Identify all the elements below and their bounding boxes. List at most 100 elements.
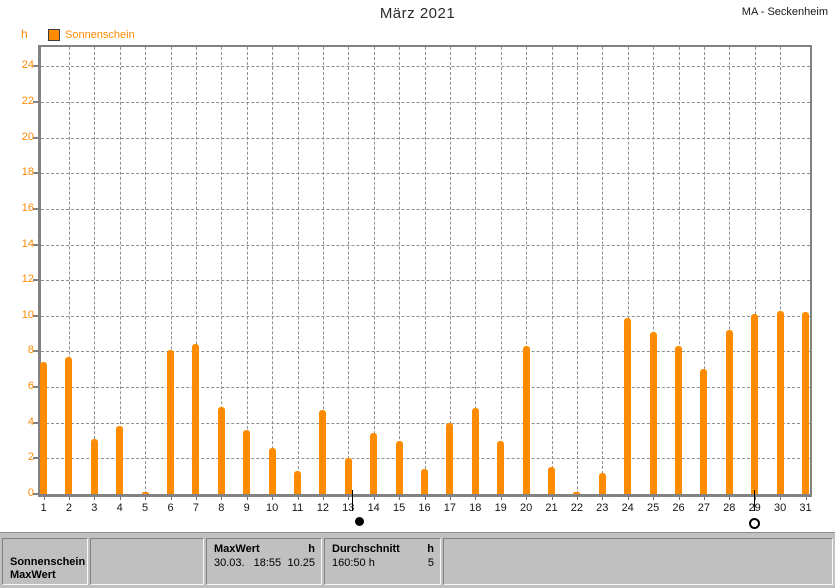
gridline-h-14 <box>41 244 810 246</box>
x-tick-label-31: 31 <box>799 502 812 514</box>
y-tick-label-2: 2 <box>27 451 34 464</box>
gridline-v-24 <box>627 47 629 494</box>
x-tick-5 <box>145 497 147 500</box>
gridline-v-4 <box>119 47 121 494</box>
x-tick-28 <box>729 497 731 500</box>
x-tick-label-7: 7 <box>192 502 199 514</box>
x-tick-12 <box>322 497 324 500</box>
gridline-h-6 <box>41 387 810 389</box>
legend-label: Sonnenschein <box>65 29 135 41</box>
x-tick-7 <box>195 497 197 500</box>
gridline-v-16 <box>424 47 426 494</box>
x-tick-label-10: 10 <box>265 502 279 514</box>
x-axis-line <box>38 494 812 497</box>
page-title: März 2021 <box>379 5 456 22</box>
y-tick-label-10: 10 <box>21 308 34 321</box>
x-tick-label-9: 9 <box>243 502 250 514</box>
new-moon-tick <box>352 490 354 511</box>
plot-frame-right <box>810 45 812 497</box>
gridline-v-5 <box>145 47 147 494</box>
x-tick-30 <box>780 497 782 500</box>
gridline-v-8 <box>221 47 223 494</box>
y-tick-label-0: 0 <box>27 487 34 499</box>
bar-day-22 <box>573 492 581 494</box>
x-tick-3 <box>94 497 96 500</box>
y-tick-18 <box>33 172 38 175</box>
x-tick-label-17: 17 <box>443 502 457 514</box>
x-tick-label-21: 21 <box>545 502 558 514</box>
y-tick-20 <box>33 136 38 139</box>
x-tick-13 <box>348 497 350 500</box>
bar-day-28 <box>725 330 733 494</box>
y-tick-label-4: 4 <box>27 415 34 428</box>
x-tick-27 <box>703 497 705 500</box>
gridline-v-9 <box>246 47 248 494</box>
gridline-h-10 <box>41 315 810 317</box>
bar-day-8 <box>217 407 225 494</box>
bar-day-5 <box>141 492 149 494</box>
bar-day-21 <box>548 467 555 494</box>
bar-day-4 <box>116 426 124 494</box>
gridline-v-21 <box>551 47 553 494</box>
gridline-v-22 <box>576 47 578 494</box>
bar-day-31 <box>802 312 809 494</box>
x-tick-17 <box>449 497 451 500</box>
y-tick-6 <box>33 386 38 389</box>
gridline-v-28 <box>729 47 731 494</box>
status-bar: Sonnenschein MaxWert MaxWert h 30.03. 18… <box>0 532 835 588</box>
full-moon-tick <box>753 490 755 511</box>
x-tick-label-24: 24 <box>621 502 634 514</box>
bar-day-17 <box>446 423 454 494</box>
x-tick-label-15: 15 <box>392 502 406 514</box>
gridline-v-17 <box>449 47 451 494</box>
gridline-v-13 <box>348 47 350 494</box>
gridline-v-20 <box>526 47 528 494</box>
gridline-v-3 <box>94 47 96 494</box>
gridline-v-6 <box>170 47 172 494</box>
gridline-v-7 <box>195 47 197 494</box>
statusbar-panel-series[interactable]: Sonnenschein MaxWert <box>2 538 88 585</box>
gridline-v-19 <box>500 47 502 494</box>
x-tick-label-30: 30 <box>773 502 787 514</box>
y-tick-label-20: 20 <box>21 130 34 143</box>
x-tick-31 <box>805 497 807 500</box>
statusbar-series-mode: MaxWert <box>10 569 56 581</box>
x-tick-16 <box>424 497 426 500</box>
y-tick-label-6: 6 <box>27 380 34 393</box>
x-tick-label-11: 11 <box>291 502 304 514</box>
durchschnitt-header: Durchschnitt <box>332 543 400 555</box>
durchschnitt-unit: h <box>427 543 434 555</box>
gridline-v-29 <box>754 47 756 494</box>
maxwert-time: 18:55 <box>253 557 282 569</box>
statusbar-panel-durchschnitt[interactable]: Durchschnitt h 160:50 h 5 <box>324 538 441 585</box>
bar-day-11 <box>294 471 301 494</box>
durchschnitt-total: 160:50 h <box>332 557 375 569</box>
full-moon-icon <box>749 518 761 529</box>
bar-day-6 <box>167 350 174 494</box>
y-axis-unit-label: h <box>21 27 28 41</box>
x-tick-9 <box>246 497 248 500</box>
gridline-h-4 <box>41 422 810 424</box>
y-tick-10 <box>33 314 38 317</box>
bar-day-15 <box>395 441 403 494</box>
gridline-h-12 <box>41 280 810 282</box>
bar-day-13 <box>344 458 352 494</box>
gridline-h-8 <box>41 351 810 353</box>
x-tick-label-22: 22 <box>570 502 584 514</box>
gridline-v-30 <box>780 47 782 494</box>
x-tick-label-3: 3 <box>91 502 98 514</box>
bar-day-12 <box>319 410 327 494</box>
bar-day-30 <box>776 311 784 494</box>
y-tick-22 <box>33 101 38 104</box>
y-tick-label-8: 8 <box>27 344 34 357</box>
x-tick-label-28: 28 <box>723 502 736 514</box>
x-tick-label-19: 19 <box>494 502 507 514</box>
gridline-v-12 <box>322 47 324 494</box>
gridline-v-26 <box>678 47 680 494</box>
gridline-v-27 <box>703 47 705 494</box>
x-tick-label-5: 5 <box>142 502 149 514</box>
statusbar-panel-maxwert[interactable]: MaxWert h 30.03. 18:55 10.25 <box>206 538 322 585</box>
gridline-v-18 <box>475 47 477 494</box>
maxwert-header: MaxWert <box>214 543 260 555</box>
